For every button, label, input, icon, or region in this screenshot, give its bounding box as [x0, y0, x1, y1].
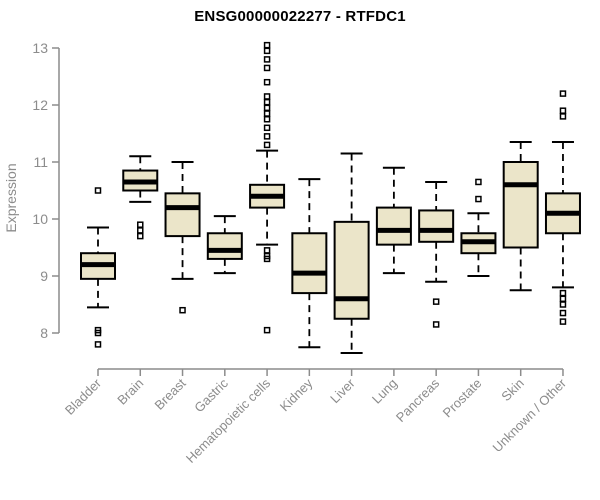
outlier-point — [263, 78, 271, 86]
outlier-point — [263, 124, 271, 132]
y-tick-label: 13 — [32, 40, 48, 56]
outlier-point — [263, 47, 271, 55]
boxplot-prostate — [460, 178, 497, 277]
boxplot-kidney — [291, 178, 328, 349]
boxplot-bladder — [80, 187, 116, 348]
outlier-point — [263, 141, 271, 149]
boxplot-breast — [164, 161, 201, 314]
outlier-point — [559, 107, 567, 114]
boxplot-unknown-other — [544, 90, 581, 325]
box — [206, 232, 243, 260]
x-tick-label: Prostate — [440, 376, 485, 421]
y-axis-label: Expression — [3, 163, 19, 232]
outlier-point — [263, 247, 271, 254]
outlier-point — [263, 98, 271, 106]
outlier-point — [432, 321, 440, 328]
x-tick-label: Kidney — [277, 375, 316, 414]
y-tick-label: 11 — [33, 154, 48, 170]
outlier-point — [263, 326, 271, 334]
outlier-point — [559, 318, 567, 325]
box — [502, 161, 539, 249]
outlier-point — [559, 289, 567, 297]
outlier-point — [263, 116, 271, 123]
outlier-point — [94, 187, 102, 194]
x-tick-label: Lung — [369, 376, 400, 407]
chart-title: ENSG00000022277 - RTFDC1 — [194, 8, 406, 25]
outlier-point — [263, 93, 271, 100]
x-tick-label: Skin — [498, 376, 526, 404]
outlier-point — [432, 298, 440, 305]
outlier-point — [263, 255, 271, 263]
outlier-point — [137, 221, 144, 228]
y-tick-label: 12 — [32, 97, 48, 113]
box — [164, 192, 201, 238]
box — [291, 232, 328, 295]
outlier-point — [263, 133, 271, 140]
outlier-point — [263, 64, 271, 72]
outlier-point — [559, 309, 567, 317]
boxplot-pancreas — [418, 180, 455, 328]
outlier-point — [94, 341, 102, 348]
x-tick-label: Pancreas — [393, 375, 443, 425]
outlier-point — [475, 178, 482, 186]
boxplot-brain — [122, 155, 159, 240]
y-tick-label: 9 — [40, 268, 48, 284]
boxplot-hematopoietic-cells — [249, 41, 286, 334]
y-tick-label: 10 — [32, 211, 48, 227]
x-tick-label: Unknown / Other — [490, 375, 570, 455]
outlier-point — [263, 56, 271, 63]
x-tick-label: Breast — [151, 375, 188, 412]
x-tick-label: Liver — [327, 375, 358, 406]
outlier-point — [94, 329, 102, 337]
x-tick-label: Brain — [114, 376, 146, 408]
outlier-point — [559, 113, 567, 120]
x-tick-label: Bladder — [62, 375, 105, 418]
outlier-point — [263, 104, 271, 112]
outlier-point — [263, 41, 271, 49]
boxplot-gastric — [206, 215, 243, 275]
box — [418, 209, 455, 243]
outlier-point — [137, 227, 144, 234]
outlier-point — [179, 306, 186, 314]
box — [375, 206, 412, 246]
outlier-point — [559, 301, 567, 308]
boxplot-skin — [502, 141, 539, 292]
x-tick-label: Gastric — [191, 375, 231, 415]
boxplot-liver — [333, 152, 370, 354]
outlier-point — [475, 195, 482, 203]
boxplot-lung — [375, 166, 412, 275]
box — [333, 220, 370, 320]
outlier-point — [559, 90, 567, 97]
y-tick-label: 8 — [40, 325, 48, 341]
outlier-point — [137, 232, 144, 240]
boxplot-marks-group — [80, 41, 581, 354]
outlier-point — [263, 110, 271, 117]
outlier-point — [559, 295, 567, 303]
